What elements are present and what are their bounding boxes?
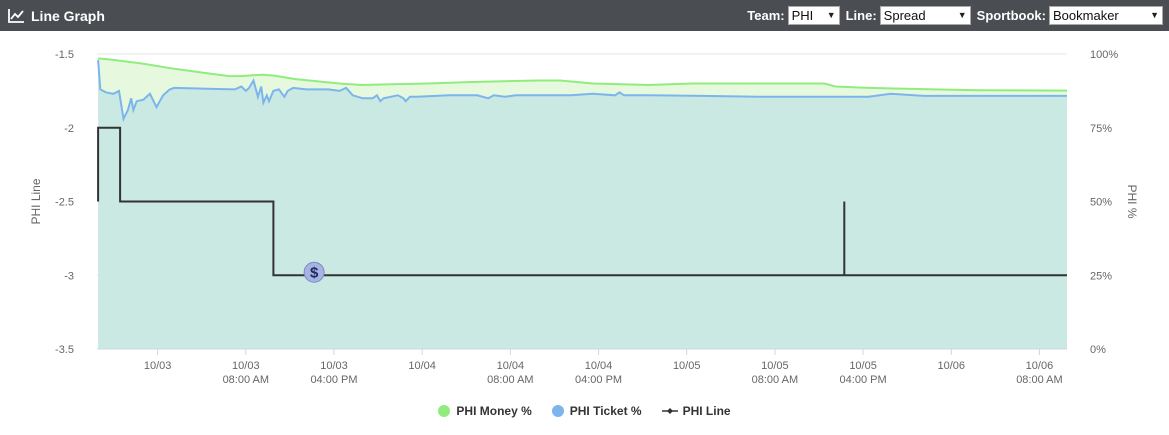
legend-money-label: PHI Money % (456, 404, 532, 418)
chart-header: Line Graph Team: PHI ▼ Line: Spread ▼ Sp… (0, 0, 1169, 31)
y-axis-title-left: PHI Line (29, 178, 43, 224)
line-select[interactable]: Spread ▼ (879, 5, 971, 25)
header-title: Line Graph (8, 0, 105, 31)
series-line-0 (98, 57, 1068, 92)
x-tick-label: 10/04 (497, 360, 525, 372)
x-tick-label-time: 08:00 AM (223, 374, 269, 386)
x-tick-label: 10/05 (673, 360, 701, 372)
x-tick-label: 10/05 (849, 360, 877, 372)
x-tick-label: 10/06 (1026, 360, 1054, 372)
y-tick-label-left: -2.5 (55, 197, 74, 209)
x-tick-label-time: 08:00 AM (752, 374, 798, 386)
legend-money-dot (438, 405, 451, 417)
series-line-1 (97, 59, 1067, 123)
sportbook-dropdown-arrow-icon: ▼ (1150, 9, 1159, 20)
x-tick-label-time: 08:00 AM (487, 374, 533, 386)
team-label: Team: (747, 7, 785, 23)
team-select-value: PHI (791, 7, 814, 23)
series-area-1 (98, 59, 1068, 350)
y-tick-label-right: 75% (1090, 123, 1112, 135)
y-tick-label-right: 100% (1090, 49, 1118, 61)
team-select[interactable]: PHI ▼ (787, 5, 840, 25)
x-tick-label: 10/04 (408, 360, 436, 372)
x-tick-label: 10/03 (232, 360, 260, 372)
x-tick-label-time: 08:00 AM (1016, 374, 1062, 386)
legend-line-swatch-icon (661, 408, 678, 414)
sportbook-label: Sportbook: (976, 7, 1046, 23)
legend-item-ticket[interactable]: PHI Ticket % (551, 404, 642, 418)
x-tick-label: 10/05 (761, 360, 789, 372)
header-title-text: Line Graph (31, 7, 105, 24)
line-graph-chart: -1.5 100% -2 75% -2.5 50% -3 25% -3.5 0% PHI Line P… (29, 49, 1139, 386)
legend-item-money[interactable]: PHI Money % (438, 404, 532, 418)
x-tick-label: 10/03 (320, 360, 348, 372)
y-tick-label-left: -3.5 (55, 344, 74, 356)
y-axis-title-right: PHI % (1125, 184, 1139, 218)
y-tick-label-left: -2 (64, 123, 74, 135)
line-chart-icon (8, 8, 24, 23)
legend-item-line[interactable]: PHI Line (661, 404, 731, 418)
y-tick-label-right: 25% (1090, 270, 1112, 282)
x-tick-label: 10/03 (144, 360, 172, 372)
chart-legend: PHI Money % PHI Ticket % PHI Line (0, 404, 1169, 418)
x-tick-label-time: 04:00 PM (840, 374, 887, 386)
legend-ticket-label: PHI Ticket % (569, 404, 642, 418)
team-dropdown-arrow-icon: ▼ (826, 9, 836, 20)
y-tick-label-left: -1.5 (55, 49, 74, 61)
x-tick-label: 10/06 (937, 360, 965, 372)
line-select-value: Spread (883, 7, 926, 23)
y-tick-label-right: 50% (1090, 197, 1112, 209)
x-tick-label: 10/04 (585, 360, 613, 372)
dollar-marker-icon (303, 261, 325, 283)
sportbook-select[interactable]: Bookmaker ▼ (1049, 5, 1163, 25)
legend-line-label: PHI Line (682, 404, 731, 418)
legend-ticket-dot (551, 405, 564, 417)
phi-line-series (97, 126, 1067, 277)
y-tick-label-left: -3 (64, 270, 74, 282)
dollar-marker-symbol: $ (310, 264, 319, 281)
line-label: Line: (845, 7, 877, 23)
y-tick-label-right: 0% (1090, 344, 1106, 356)
sportbook-select-value: Bookmaker (1053, 7, 1119, 23)
chart-controls: Team: PHI ▼ Line: Spread ▼ Sportbook: Bo… (747, 5, 1163, 25)
line-dropdown-arrow-icon: ▼ (957, 9, 967, 20)
x-tick-label-time: 04:00 PM (310, 374, 357, 386)
x-tick-label-time: 04:00 PM (575, 374, 622, 386)
